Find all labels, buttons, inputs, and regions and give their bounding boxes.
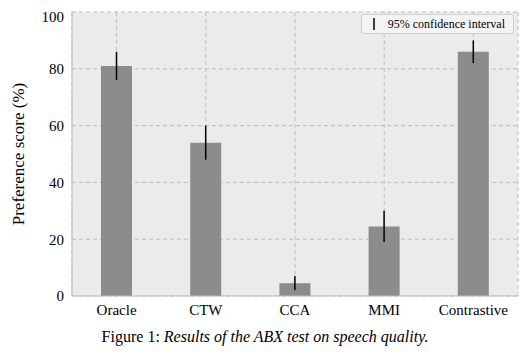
html-text:95% confidence interval: 95% confidence interval — [387, 17, 505, 31]
svg-text:100: 100 — [42, 9, 65, 25]
svg-text:80: 80 — [49, 61, 64, 77]
svg-text:Contrastive: Contrastive — [439, 302, 508, 318]
svg-text:CTW: CTW — [189, 302, 223, 318]
svg-text:20: 20 — [49, 232, 64, 248]
svg-text:CCA: CCA — [280, 302, 311, 318]
svg-text:60: 60 — [49, 118, 64, 134]
svg-text:MMI: MMI — [368, 302, 400, 318]
svg-text:Oracle: Oracle — [97, 302, 137, 318]
svg-text:0: 0 — [57, 288, 65, 304]
html-text:Figure 1: Results of the ABX t: Figure 1: Results of the ABX test on spe… — [101, 328, 429, 345]
svg-text:Preference score (%): Preference score (%) — [9, 83, 28, 226]
svg-text:40: 40 — [49, 175, 64, 191]
